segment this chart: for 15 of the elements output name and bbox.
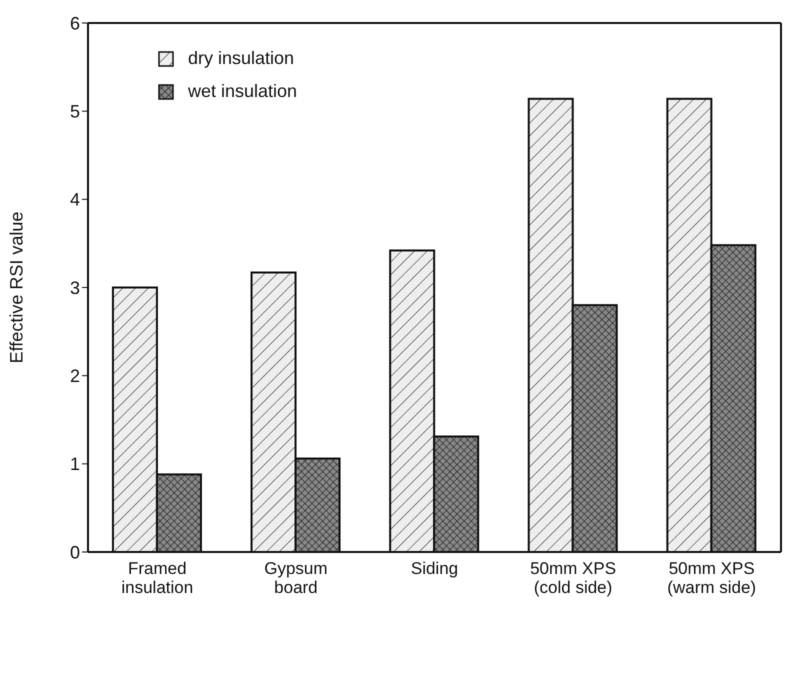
x-tick-label: 50mm XPS (cold side) bbox=[530, 559, 616, 597]
legend-label: dry insulation bbox=[188, 48, 294, 69]
y-tick-label: 1 bbox=[70, 454, 80, 474]
y-tick-label: 6 bbox=[70, 13, 80, 34]
x-tick-label: Gypsum board bbox=[264, 559, 328, 597]
y-tick-label: 5 bbox=[70, 102, 80, 122]
y-tick-label: 4 bbox=[70, 190, 80, 210]
y-tick-label: 2 bbox=[70, 366, 80, 386]
x-tick-label: Framed insulation bbox=[121, 559, 194, 597]
y-axis-title: Effective RSI value bbox=[6, 212, 26, 364]
x-tick-label: 50mm XPS (warm side) bbox=[667, 559, 756, 597]
y-tick-label: 0 bbox=[70, 542, 80, 562]
legend-label: wet insulation bbox=[188, 81, 298, 102]
y-tick-label: 3 bbox=[70, 278, 80, 298]
x-tick-label: Siding bbox=[410, 559, 458, 578]
